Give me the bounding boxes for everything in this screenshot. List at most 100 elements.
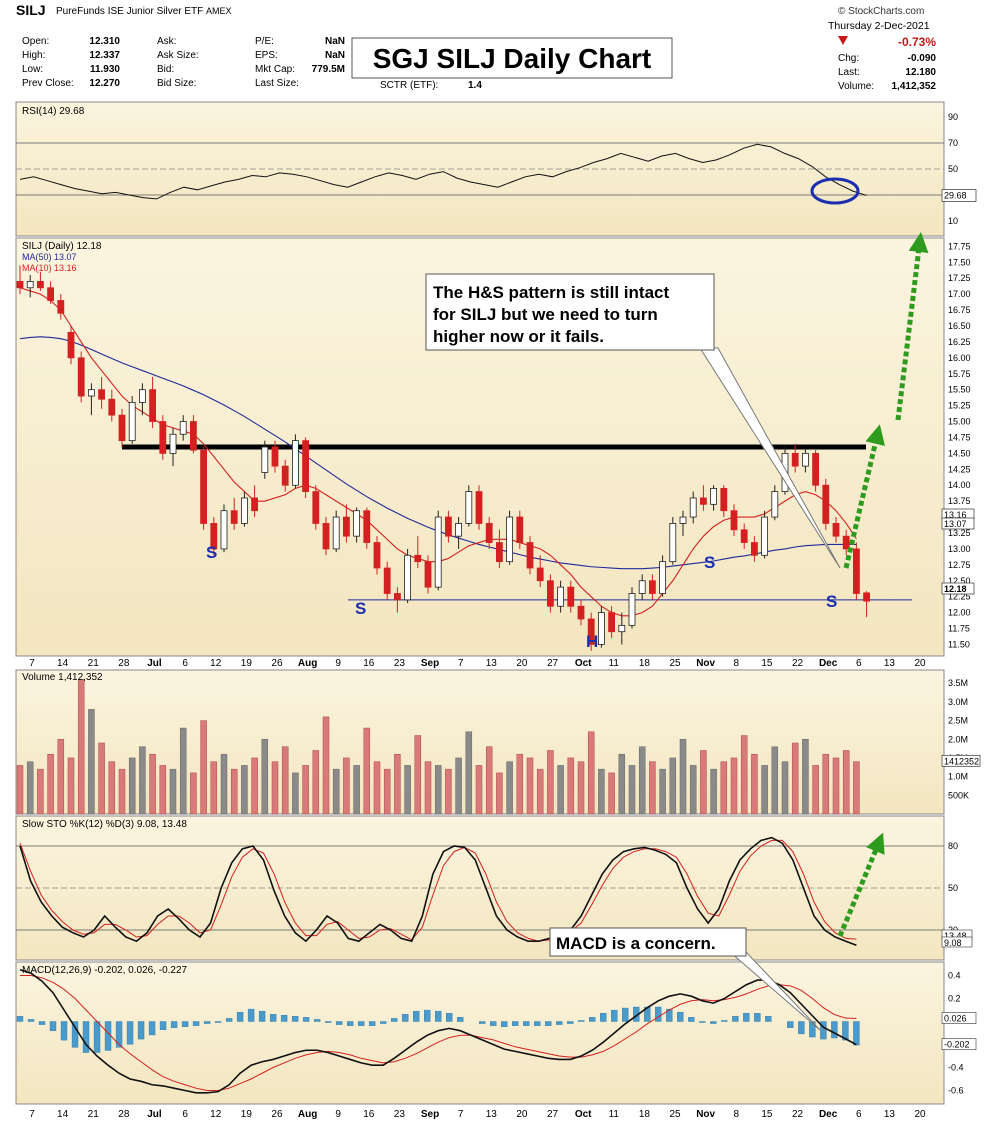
quote-label: High:: [22, 50, 45, 61]
volume-bar: [638, 746, 646, 815]
candle: [363, 510, 371, 543]
macd-histogram-bar: [699, 1021, 706, 1023]
volume-bar: [67, 757, 75, 815]
macd-line: [19, 968, 857, 1094]
volume-bar: [802, 739, 809, 815]
x-tick-label: 6: [182, 658, 188, 669]
macd-histogram-bar: [104, 1021, 112, 1051]
volume-bar: [353, 765, 360, 815]
candle: [261, 446, 269, 473]
candle: [495, 542, 503, 563]
macd-histogram-bar: [611, 1009, 618, 1022]
sctr-value: 1.4: [468, 80, 482, 91]
candle: [220, 510, 228, 550]
volume-bar: [363, 727, 371, 815]
volume-bar: [567, 757, 575, 815]
candle: [240, 497, 248, 524]
callout-box-hs: [425, 273, 715, 351]
title-box: [351, 37, 673, 79]
rsi-circle: [810, 177, 860, 205]
quote-label: Last Size:: [255, 78, 299, 89]
shoulder-label-2: S: [355, 599, 366, 618]
macd-histogram-bar: [479, 1021, 486, 1024]
price-tick-label: 15.25: [948, 401, 971, 411]
macd-histogram-bar: [655, 1006, 662, 1022]
macd-histogram-bar: [423, 1009, 431, 1022]
price-tick-label: 13.75: [948, 496, 971, 506]
price-value-box: [941, 582, 975, 595]
candle: [608, 612, 615, 633]
macd-histogram-bar: [159, 1021, 167, 1030]
candle: [587, 618, 595, 645]
macd-histogram-bar: [49, 1021, 57, 1032]
macd-histogram-bar: [567, 1021, 574, 1024]
down-triangle-icon: [838, 36, 848, 45]
green-arrow-1: [843, 424, 885, 569]
volume-bar: [16, 765, 24, 815]
volume-tick-label: 2.0M: [948, 734, 968, 744]
candle: [291, 440, 299, 486]
x-tick-label: 20: [516, 658, 528, 669]
sto-value-label: 13.48: [944, 931, 967, 941]
stochastic-title: Slow STO %K(12) %D(3) 9.08, 13.48: [22, 819, 187, 830]
x-tick-label: 11: [609, 1109, 620, 1120]
price-tick-label: 12.25: [948, 592, 971, 602]
candle: [547, 580, 554, 607]
macd-histogram-bar: [666, 1008, 673, 1022]
macd-histogram-bar: [368, 1021, 376, 1026]
rsi-tick-label: 70: [948, 138, 958, 148]
x-tick-label: Dec: [819, 658, 838, 669]
x-tick-label: 27: [547, 658, 559, 669]
volume-bar: [57, 739, 65, 815]
macd-histogram-bar: [302, 1017, 310, 1022]
volume-bar: [210, 761, 218, 815]
x-tick-label: Aug: [298, 658, 317, 669]
volume-bar: [598, 768, 605, 815]
symbol: SILJ: [16, 2, 46, 18]
volume-bar: [149, 753, 156, 815]
x-tick-label: 11: [609, 658, 620, 669]
macd-histogram-bar: [203, 1021, 211, 1024]
volume-bar: [812, 765, 819, 815]
copyright: © StockCharts.com: [838, 6, 924, 17]
price-tick-label: 15.75: [948, 369, 971, 379]
price-tick-label: 12.75: [948, 560, 971, 570]
macd-value-box: [941, 1038, 977, 1051]
callout-line-2: for SILJ but we need to turn: [433, 305, 658, 324]
volume-bar: [404, 765, 411, 815]
volume-bar: [383, 768, 391, 815]
rsi-value-label: 29.68: [944, 190, 967, 200]
quote-label: Chg:: [838, 53, 859, 64]
x-axis-top: 7 14 21 28 Jul 6 12 19 26 Aug 9 16 23 Sep 7 13 20 27 Oct 11…: [29, 658, 926, 669]
volume-bar: [190, 772, 197, 815]
macd-signal-line: [20, 975, 857, 1091]
volume-bar: [700, 750, 707, 815]
price-value-label: 13.07: [944, 519, 967, 529]
macd-histogram-bar: [710, 1021, 717, 1024]
candle: [465, 491, 473, 524]
candle: [189, 421, 197, 451]
x-tick-label: 23: [394, 1109, 406, 1120]
rsi-tick-label: 10: [948, 216, 958, 226]
macd-histogram-bar: [16, 1016, 24, 1022]
quote-value: 12.180: [905, 67, 936, 78]
volume-bar: [312, 750, 320, 815]
volume-bar: [526, 757, 534, 815]
volume-bar: [679, 739, 687, 815]
macd-histogram-bar: [412, 1010, 420, 1022]
head-label: H: [586, 632, 598, 651]
macd-histogram-bar: [820, 1021, 827, 1040]
candle: [383, 567, 391, 594]
volume-bar: [628, 765, 636, 815]
volume-bar: [220, 753, 228, 815]
quote-value: 11.930: [90, 64, 120, 75]
volume-bar: [761, 765, 768, 815]
candle: [26, 280, 34, 289]
macd-value-box: [941, 1012, 977, 1024]
candle: [638, 580, 646, 594]
quote-label: Low:: [22, 64, 43, 75]
price-tick-label: 17.75: [948, 241, 971, 251]
macd-histogram-bar: [137, 1021, 145, 1040]
volume-bar: [506, 761, 513, 815]
candle: [118, 414, 126, 442]
